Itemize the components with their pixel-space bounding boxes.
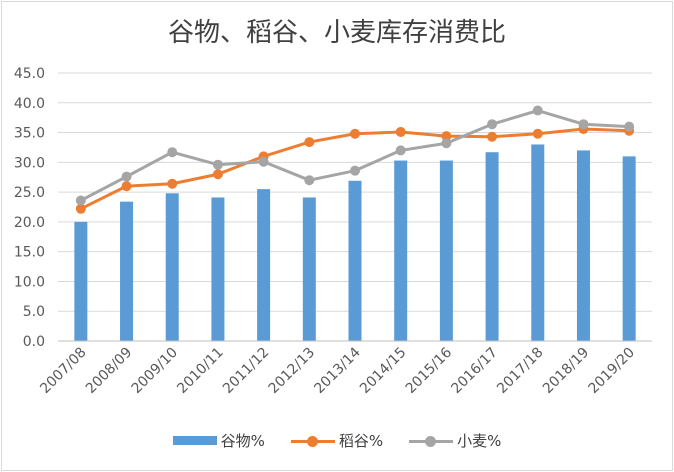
bar-grain [165,193,179,341]
bar-grain [211,197,225,341]
x-tick-label: 2011/12 [220,345,272,397]
point-rice [167,178,178,189]
point-wheat [578,119,589,130]
point-rice [395,126,406,137]
point-wheat [212,159,223,170]
x-tick-label: 2008/09 [83,345,135,397]
x-tick-label: 2013/14 [311,344,364,397]
bar-grain [485,152,499,341]
bar-grain [257,189,271,341]
point-wheat [624,121,635,132]
bar-grain [348,180,362,341]
chart-title: 谷物、稻谷、小麦库存消费比 [167,18,506,48]
legend-label-rice: 稻谷% [338,432,384,450]
legend-label-wheat: 小麦% [457,432,502,450]
point-wheat [487,119,498,130]
point-wheat [441,138,452,149]
x-tick-label: 2010/11 [174,345,226,397]
point-wheat [121,171,132,182]
point-rice [532,128,543,139]
y-tick-label: 0.0 [23,334,45,350]
bar-grain [439,160,453,341]
point-rice [212,169,223,180]
y-tick-label: 20.0 [14,215,45,231]
point-wheat [75,195,86,206]
legend-item-grain: 谷物% [172,430,265,451]
y-tick-label: 40.0 [14,96,45,112]
point-rice [350,128,360,139]
legend-label-grain: 谷物% [220,432,265,450]
point-wheat [395,145,406,156]
x-tick-label: 2007/08 [37,345,89,397]
y-tick-label: 25.0 [14,185,45,201]
x-tick-label: 2014/15 [357,345,409,397]
y-tick-label: 30.0 [14,155,45,171]
y-tick-label: 35.0 [14,126,45,142]
point-wheat [167,147,178,158]
legend-swatch-rice [290,434,335,448]
bar-grain [576,150,590,341]
x-tick-label: 2017/18 [494,345,546,397]
point-rice [487,131,498,142]
bar-grain [394,160,408,341]
point-wheat [304,175,315,186]
bar-grain [622,156,636,341]
point-rice [441,131,452,142]
legend-swatch-grain [172,436,217,445]
bar-grain [531,144,545,341]
legend-swatch-wheat [409,434,454,448]
x-tick-label: 2016/17 [448,345,500,397]
legend-item-wheat: 小麦% [409,430,501,451]
point-wheat [350,165,360,176]
bar-grain [120,201,134,341]
x-tick-label: 2015/16 [403,344,456,397]
y-tick-label: 15.0 [14,245,45,261]
x-tick-label: 2019/20 [586,345,638,397]
point-rice [304,137,315,148]
point-rice [75,203,86,214]
x-tick-label: 2009/10 [129,345,181,397]
point-wheat [258,156,269,167]
y-tick-label: 10.0 [14,274,45,290]
bar-grain [302,197,316,341]
point-rice [121,181,132,192]
legend: 谷物% 稻谷% 小麦% [0,430,674,451]
x-tick-label: 2018/19 [540,345,592,397]
point-wheat [532,105,543,116]
y-tick-label: 45.0 [14,66,45,82]
y-tick-label: 5.0 [23,304,45,320]
legend-item-rice: 稻谷% [290,430,384,451]
bar-grain [74,221,88,341]
x-tick-label: 2012/13 [266,345,318,397]
